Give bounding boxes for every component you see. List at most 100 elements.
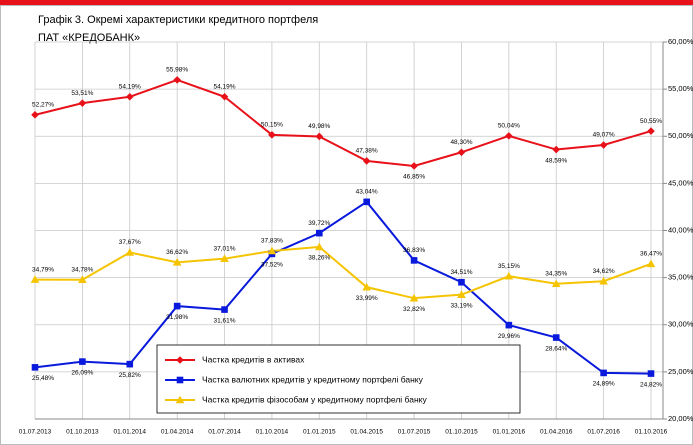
marker <box>173 76 181 84</box>
marker <box>30 275 40 283</box>
data-label: 31,98% <box>166 314 188 321</box>
marker <box>600 369 607 377</box>
data-label: 37,83% <box>261 238 283 245</box>
marker <box>458 278 465 286</box>
data-label: 25,48% <box>32 375 54 382</box>
data-label: 25,82% <box>119 372 141 379</box>
marker <box>315 132 324 141</box>
y-tick-label: 50,00% <box>668 131 693 140</box>
x-tick-label: 01.10.2013 <box>66 429 99 436</box>
marker <box>599 141 608 149</box>
chart-title: Графік 3. Окремі характеристики кредитно… <box>38 14 318 26</box>
data-label: 38,26% <box>308 255 330 262</box>
data-label: 37,52% <box>261 262 283 269</box>
data-label: 54,19% <box>119 83 141 90</box>
marker <box>221 306 228 313</box>
data-label: 24,89% <box>593 381 615 388</box>
marker <box>504 271 514 280</box>
marker <box>599 276 608 285</box>
marker <box>220 254 229 262</box>
marker <box>31 364 39 371</box>
data-label: 39,72% <box>308 220 330 227</box>
x-tick-label: 01.04.2015 <box>350 429 383 436</box>
data-label: 48,30% <box>450 139 472 146</box>
marker <box>457 290 466 298</box>
x-tick-label: 01.04.2014 <box>161 429 194 436</box>
marker <box>410 257 418 264</box>
y-tick-label: 35,00% <box>668 273 693 282</box>
data-label: 50,15% <box>261 122 283 129</box>
x-tick-label: 01.07.2015 <box>398 429 431 436</box>
data-label: 55,98% <box>166 67 188 74</box>
marker <box>505 321 513 329</box>
data-label: 50,55% <box>640 118 662 125</box>
legend-label: Частка кредитів фізособам у кредитному п… <box>202 394 427 404</box>
data-label: 49,07% <box>593 132 615 139</box>
data-label: 34,78% <box>71 266 93 273</box>
marker <box>315 242 324 251</box>
data-label: 43,04% <box>356 189 378 196</box>
marker <box>175 395 185 404</box>
legend-box <box>156 344 521 414</box>
marker <box>172 258 182 266</box>
marker <box>457 148 466 157</box>
marker <box>551 279 561 288</box>
data-label: 50,04% <box>498 123 520 130</box>
data-label: 33,99% <box>356 295 378 302</box>
marker <box>173 302 181 310</box>
legend-label: Частка валютних кредитів у кредитному по… <box>202 374 424 384</box>
y-tick-label: 20,00% <box>668 414 693 423</box>
marker <box>220 92 229 101</box>
marker <box>505 132 513 140</box>
marker <box>647 370 655 377</box>
series-line <box>34 78 652 167</box>
data-label: 34,51% <box>450 269 472 276</box>
data-label: 37,01% <box>214 245 236 252</box>
y-tick-label: 25,00% <box>668 367 693 376</box>
data-label: 36,83% <box>403 247 425 254</box>
data-label: 36,47% <box>640 250 662 257</box>
data-label: 36,62% <box>166 249 188 256</box>
data-label: 49,98% <box>308 123 330 130</box>
marker <box>362 282 371 291</box>
data-label: 52,27% <box>32 102 54 109</box>
marker <box>363 198 370 206</box>
marker <box>31 111 39 119</box>
x-tick-label: 01.10.2015 <box>445 429 478 436</box>
x-tick-label: 01.01.2015 <box>303 429 336 436</box>
marker <box>552 334 560 341</box>
y-tick-label: 45,00% <box>668 178 693 187</box>
marker <box>176 376 184 384</box>
marker <box>647 127 655 135</box>
marker <box>125 248 135 256</box>
marker <box>268 131 276 139</box>
data-label: 34,79% <box>32 266 54 273</box>
data-label: 33,19% <box>450 302 472 309</box>
x-tick-label: 01.04.2016 <box>540 429 573 436</box>
data-label: 35,15% <box>498 263 520 270</box>
x-tick-label: 01.07.2014 <box>208 429 241 436</box>
legend-label: Частка кредитів в активах <box>202 354 305 364</box>
x-tick-label: 01.07.2013 <box>19 429 52 436</box>
marker <box>126 360 134 368</box>
x-tick-label: 01.10.2016 <box>635 429 668 436</box>
marker <box>176 356 184 364</box>
y-tick-label: 30,00% <box>668 320 693 329</box>
data-label: 34,62% <box>593 268 615 275</box>
data-label: 28,64% <box>545 345 567 352</box>
y-tick-label: 60,00% <box>668 37 693 46</box>
data-label: 53,51% <box>71 90 93 97</box>
series-line <box>34 200 652 375</box>
x-tick-label: 01.01.2014 <box>113 429 146 436</box>
data-label: 31,61% <box>214 317 236 324</box>
data-label: 37,67% <box>119 239 141 246</box>
marker <box>79 358 86 365</box>
y-tick-label: 55,00% <box>668 84 693 93</box>
data-label: 34,35% <box>545 270 567 277</box>
marker <box>78 99 87 107</box>
x-tick-label: 01.10.2014 <box>256 429 289 436</box>
data-label: 26,09% <box>71 369 93 376</box>
marker <box>552 145 561 154</box>
data-label: 48,59% <box>545 157 567 164</box>
